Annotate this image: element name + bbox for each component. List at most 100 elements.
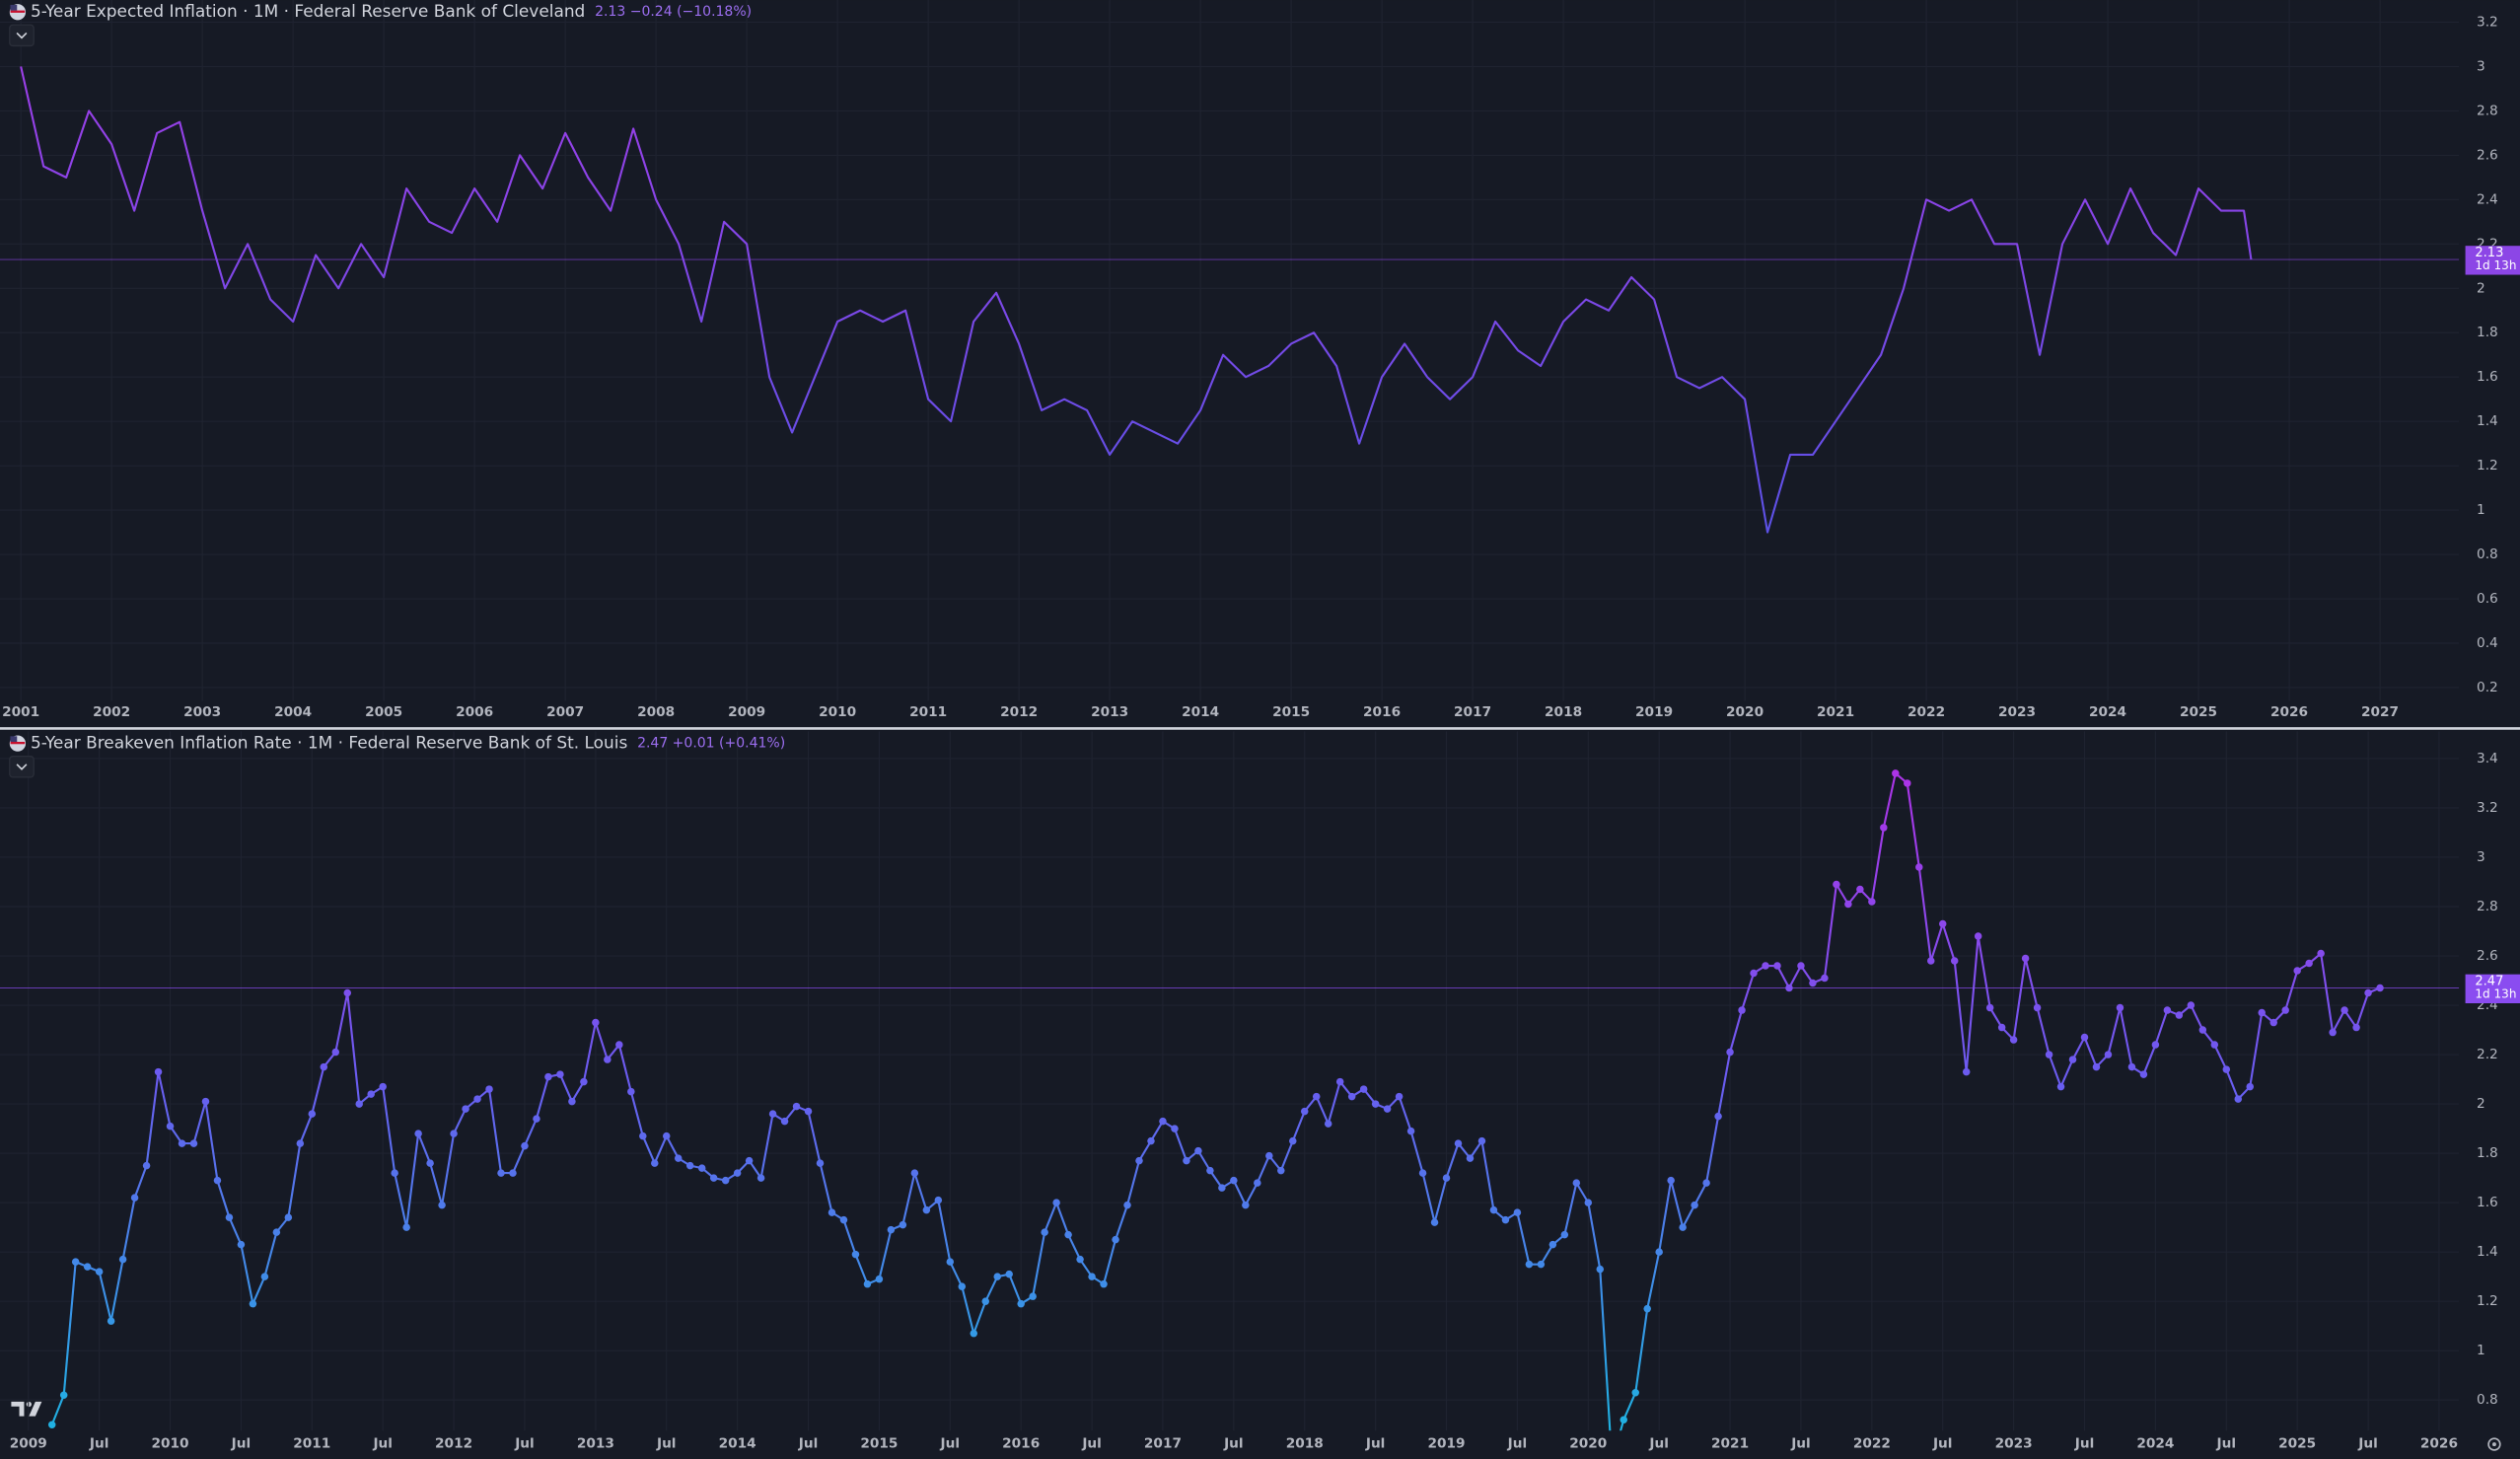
settings-button[interactable]	[2487, 1437, 2501, 1451]
data-point	[863, 1279, 872, 1288]
x-tick-label: Jul	[1081, 1435, 1102, 1451]
data-point	[2033, 1003, 2042, 1012]
data-point	[721, 1176, 730, 1185]
series-line	[20, 66, 2253, 534]
countdown-label: 1d 13h	[2475, 258, 2516, 272]
data-point	[1631, 1388, 1639, 1397]
data-point	[1962, 1067, 1971, 1076]
data-point	[697, 1164, 706, 1172]
x-tick-label: 2010	[152, 1435, 189, 1451]
data-point	[899, 1220, 907, 1229]
data-point	[544, 1072, 552, 1081]
y-tick-label: 2.6	[2477, 948, 2498, 964]
x-tick-label: 2025	[2180, 704, 2217, 720]
data-point	[958, 1282, 967, 1290]
button-box	[9, 24, 35, 47]
x-tick-label: 2007	[546, 704, 584, 720]
data-point	[1797, 962, 1805, 970]
flag-icon	[9, 4, 27, 21]
data-point	[2234, 1095, 2243, 1103]
x-tick-label: Jul	[1507, 1435, 1528, 1451]
data-point	[1454, 1139, 1463, 1147]
x-tick-label: 2002	[93, 704, 130, 720]
data-point	[1950, 957, 1959, 965]
data-point	[1892, 769, 1900, 777]
data-point	[1418, 1169, 1427, 1177]
y-tick-label: 1.8	[2477, 325, 2498, 340]
data-point	[851, 1250, 860, 1259]
y-tick-label: 2	[2477, 280, 2485, 296]
data-point	[1395, 1092, 1404, 1101]
data-point	[1974, 932, 1982, 940]
x-tick-label: 2019	[1427, 1435, 1465, 1451]
data-point	[367, 1090, 375, 1098]
logo[interactable]	[11, 1401, 42, 1417]
x-tick-label: 2021	[1817, 704, 1854, 720]
data-point	[1076, 1255, 1084, 1264]
data-point	[1289, 1136, 1297, 1145]
collapse-button[interactable]	[9, 756, 35, 778]
data-point	[1183, 1156, 1190, 1165]
data-point	[946, 1258, 955, 1266]
data-point	[2258, 1008, 2266, 1017]
data-point	[2080, 1033, 2089, 1042]
x-tick-label: 2018	[1545, 704, 1582, 720]
data-point	[709, 1174, 718, 1182]
data-point	[2163, 1006, 2172, 1014]
flag-icon	[9, 735, 27, 752]
data-point	[1135, 1156, 1143, 1165]
data-point	[2127, 1062, 2136, 1071]
x-tick-label: 2026	[2270, 704, 2308, 720]
data-point	[379, 1082, 387, 1091]
data-point	[1230, 1176, 1238, 1185]
data-point	[1088, 1273, 1096, 1280]
chevron	[16, 764, 28, 770]
data-point	[733, 1169, 742, 1177]
x-tick-label: 2009	[10, 1435, 47, 1451]
last-value-badge	[2465, 974, 2520, 1004]
data-point	[2068, 1056, 2077, 1063]
series-group	[47, 769, 2384, 1431]
data-point	[1206, 1166, 1214, 1175]
last-value-label: 2.13	[2475, 246, 2503, 260]
x-tick-label: 2016	[1002, 1435, 1040, 1451]
data-point	[1572, 1179, 1581, 1187]
y-tick-label: 2.8	[2477, 899, 2498, 914]
data-point	[1335, 1077, 1344, 1086]
data-point	[1596, 1265, 1605, 1274]
data-point	[1430, 1218, 1439, 1226]
data-point	[355, 1100, 363, 1108]
data-point	[910, 1169, 919, 1177]
data-point	[1359, 1085, 1368, 1093]
x-tick-label: Jul	[2074, 1435, 2095, 1451]
y-tick-label: 1.4	[2477, 413, 2498, 429]
series-stats: 2.47 +0.01 (+0.41%)	[637, 736, 785, 752]
x-tick-label: Jul	[1790, 1435, 1811, 1451]
data-point	[308, 1110, 317, 1118]
data-point	[934, 1196, 943, 1204]
data-point	[685, 1161, 694, 1170]
data-point	[1904, 779, 1911, 787]
data-point	[260, 1273, 269, 1280]
data-point	[816, 1159, 825, 1167]
data-point	[402, 1223, 410, 1231]
x-tick-label: 2011	[909, 704, 947, 720]
data-point	[970, 1329, 978, 1338]
x-tick-label: Jul	[372, 1435, 393, 1451]
data-point	[59, 1391, 68, 1399]
collapse-button[interactable]	[9, 24, 35, 47]
data-point	[1548, 1240, 1557, 1249]
x-tick-label: 2027	[2361, 704, 2399, 720]
x-tick-label: Jul	[89, 1435, 109, 1451]
x-tick-label: 2014	[1182, 704, 1219, 720]
data-point	[331, 1048, 340, 1057]
data-point	[1691, 1201, 1698, 1209]
data-point	[1265, 1151, 1273, 1160]
flag-canton	[10, 736, 18, 743]
series-group	[20, 66, 2253, 534]
data-point	[887, 1225, 896, 1234]
data-point	[201, 1097, 210, 1106]
x-tick-label: 2014	[719, 1435, 756, 1451]
data-point	[71, 1258, 80, 1266]
data-point	[1584, 1199, 1593, 1206]
